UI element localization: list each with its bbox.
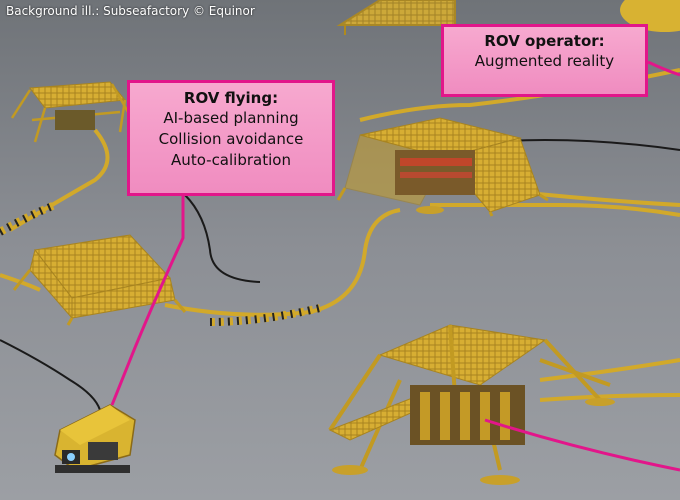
callout-rov-operator-line: Augmented reality [474, 52, 615, 70]
image-credit: Background ill.: Subseafactory © Equinor [6, 4, 255, 18]
rov-tether [0, 339, 101, 411]
template-center [336, 117, 549, 217]
callout-rov-flying-line: Auto-calibration [171, 151, 291, 169]
callout-rov-flying-line: Collision avoidance [158, 130, 304, 148]
rov-vehicle [54, 404, 136, 473]
cable-black-center [184, 194, 261, 283]
template-top-left [10, 81, 130, 143]
template-mid-left [12, 234, 187, 326]
callout-rov-flying-title: ROV flying: [183, 89, 279, 107]
marker-cable-left [0, 201, 57, 236]
callout-rov-operator: ROV operator: Augmented reality [441, 24, 648, 97]
callout-rov-flying: ROV flying: AI-based planning Collision … [127, 80, 335, 196]
template-bottom [328, 324, 615, 485]
callout-rov-operator-title: ROV operator: [484, 32, 605, 50]
callout-rov-flying-line: AI-based planning [163, 109, 299, 127]
callout-leader-lines [110, 60, 680, 472]
tank-structure [620, 0, 680, 32]
